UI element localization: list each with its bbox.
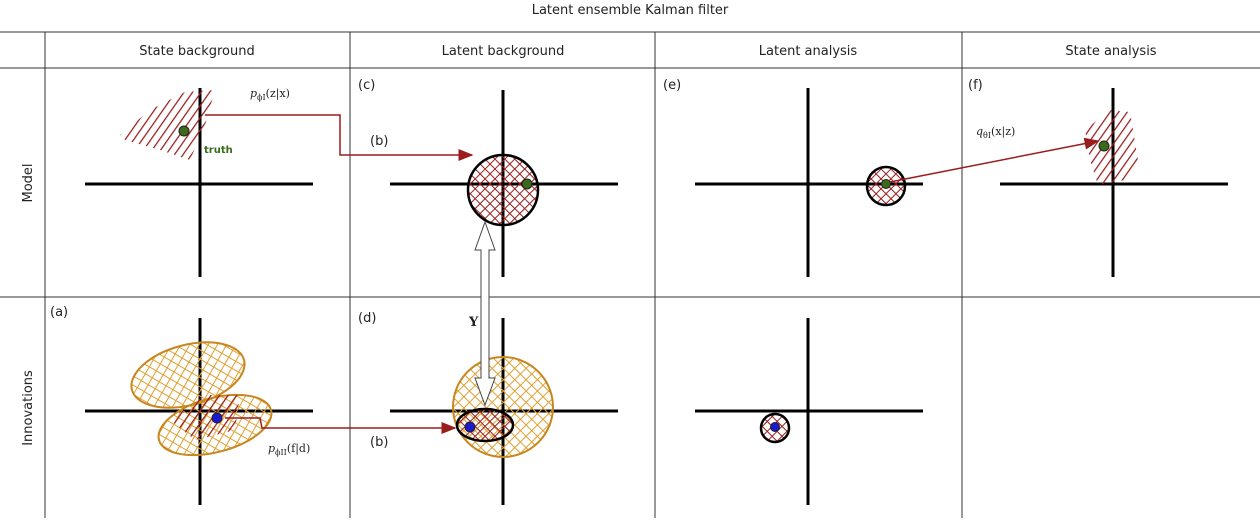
label: truth xyxy=(204,145,233,156)
math-part: ϕII xyxy=(275,448,287,457)
truth-point xyxy=(882,180,891,189)
math-part: q xyxy=(976,125,983,138)
observation-point xyxy=(212,413,222,423)
math-label: pϕII(f|d) xyxy=(268,442,310,457)
double-arrow xyxy=(475,222,495,405)
arrow xyxy=(205,115,472,155)
row-header: Model xyxy=(21,163,36,202)
truth-point xyxy=(1099,141,1109,151)
latent-innovation xyxy=(453,357,553,457)
math-label: Y xyxy=(468,315,479,330)
math-part: p xyxy=(250,87,257,100)
title: Latent ensemble Kalman filter xyxy=(532,3,729,18)
math-part: (f|d) xyxy=(287,442,310,456)
column-header: Latent background xyxy=(442,44,565,59)
truth-point xyxy=(179,126,189,136)
column-header: Latent analysis xyxy=(759,44,858,59)
truth-point xyxy=(522,179,532,189)
math-part: θI xyxy=(983,131,991,140)
observation-point xyxy=(465,422,475,432)
diagram: Latent ensemble Kalman filter State back… xyxy=(0,0,1260,518)
step-label: (b) xyxy=(370,134,388,149)
panel-label: (a) xyxy=(50,305,68,320)
latent-prior xyxy=(468,155,538,225)
state-posterior xyxy=(1085,110,1138,185)
panel-label: (e) xyxy=(663,78,681,93)
math-part: (x|z) xyxy=(991,125,1015,139)
math-label: pϕI(z|x) xyxy=(250,87,290,102)
arrow xyxy=(890,141,1098,182)
step-label: (b) xyxy=(370,435,388,450)
math-label: qθI(x|z) xyxy=(976,125,1015,140)
panel-label: (f) xyxy=(968,78,983,93)
row-header: Innovations xyxy=(21,370,36,446)
math-part: (z|x) xyxy=(266,87,290,101)
column-header: State background xyxy=(139,44,254,59)
math-part: p xyxy=(268,442,275,455)
panel-label: (c) xyxy=(358,78,375,93)
math-part: ϕI xyxy=(257,93,266,102)
column-header: State analysis xyxy=(1065,44,1156,59)
panel-label: (d) xyxy=(358,311,376,326)
observation-point xyxy=(771,423,780,432)
